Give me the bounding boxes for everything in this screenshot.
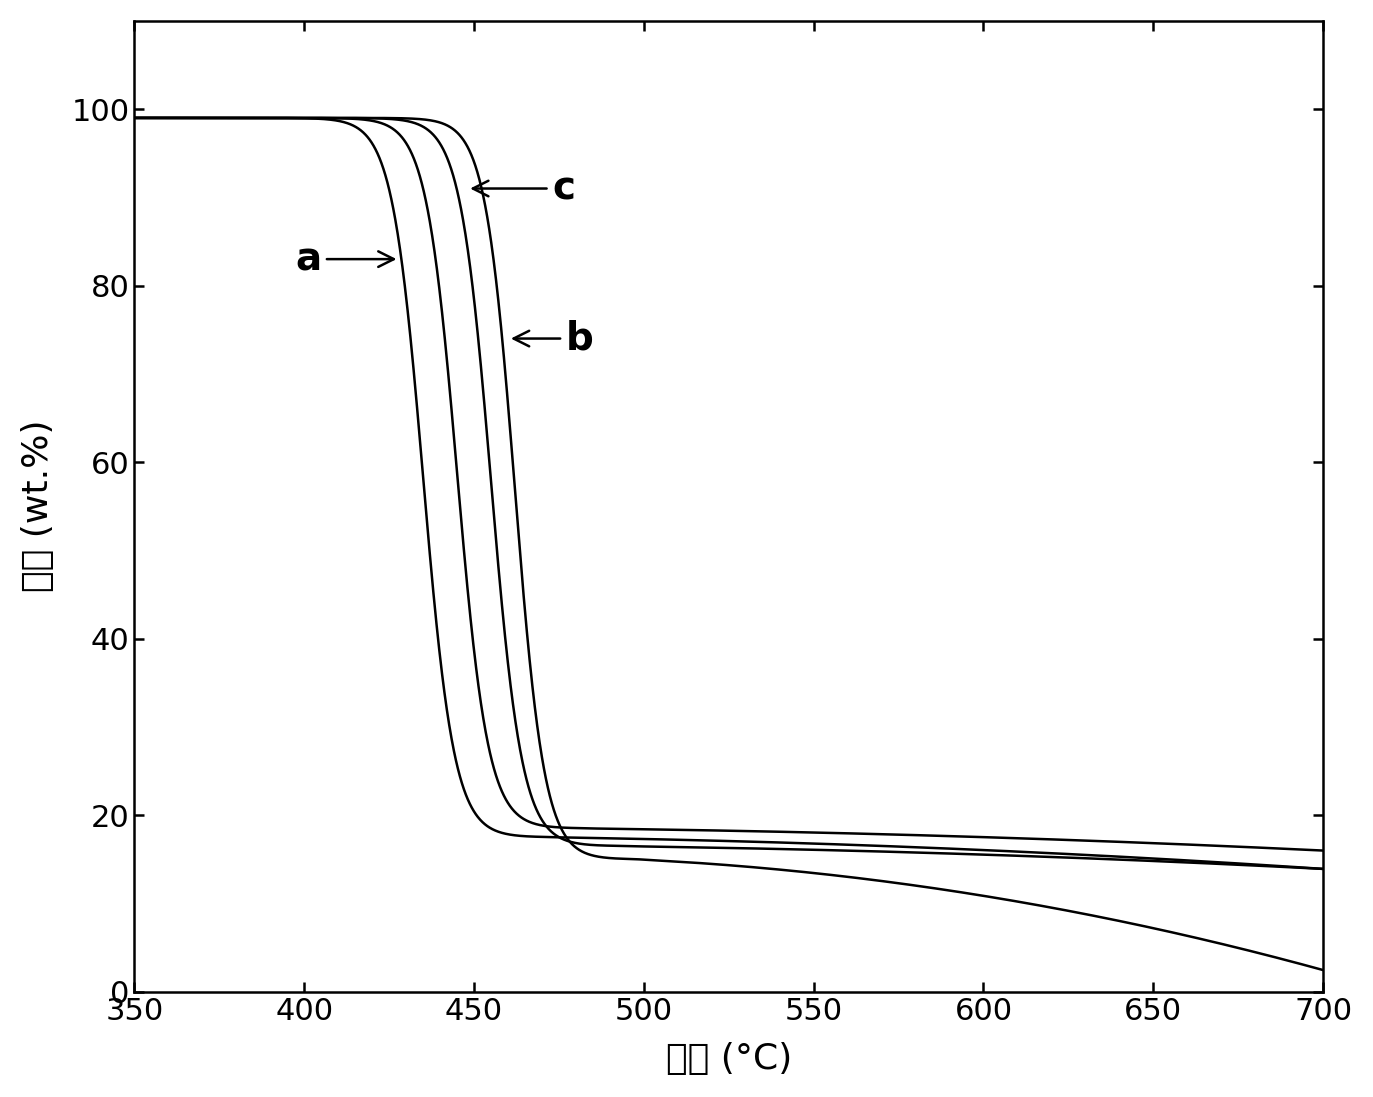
X-axis label: 温度 (°C): 温度 (°C)	[666, 1042, 792, 1076]
Text: a: a	[295, 240, 394, 279]
Text: c: c	[472, 170, 575, 207]
Y-axis label: 重量 (wt.%): 重量 (wt.%)	[21, 420, 55, 592]
Text: b: b	[514, 319, 593, 358]
